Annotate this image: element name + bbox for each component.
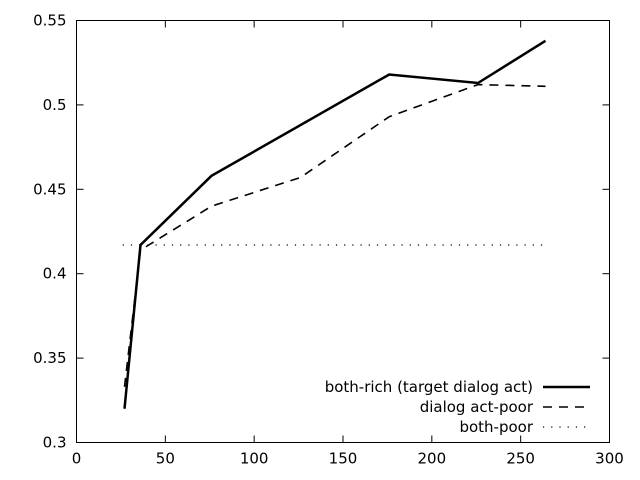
series-line-solid bbox=[123, 39, 547, 409]
legend-label: both-rich (target dialog act) bbox=[325, 378, 533, 396]
y-tick-label: 0.4 bbox=[43, 265, 67, 283]
x-tick-label: 150 bbox=[329, 450, 358, 468]
legend-label: dialog act-poor bbox=[420, 398, 534, 416]
legend-label: both-poor bbox=[459, 418, 533, 436]
legend: both-rich (target dialog act) dialog act-… bbox=[325, 378, 590, 436]
y-tick-label: 0.5 bbox=[43, 96, 67, 114]
y-tick-label: 0.3 bbox=[43, 434, 67, 452]
x-tick-label: 100 bbox=[240, 450, 269, 468]
y-tick-labels: 0.3 0.35 0.4 0.45 0.5 0.55 bbox=[33, 12, 66, 452]
x-tick-labels: 0 50 100 150 200 250 300 bbox=[72, 450, 624, 468]
x-tick-label: 300 bbox=[595, 450, 624, 468]
series-line-dashed bbox=[123, 83, 546, 387]
x-tick-label: 200 bbox=[418, 450, 447, 468]
x-tick-label: 50 bbox=[156, 450, 175, 468]
series-lines bbox=[122, 39, 547, 409]
y-tick-label: 0.55 bbox=[33, 12, 66, 30]
x-tick-label: 250 bbox=[506, 450, 535, 468]
y-tick-label: 0.45 bbox=[33, 180, 66, 198]
x-tick-label: 0 bbox=[72, 450, 82, 468]
y-tick-label: 0.35 bbox=[33, 349, 66, 367]
axis-ticks bbox=[76, 20, 610, 443]
